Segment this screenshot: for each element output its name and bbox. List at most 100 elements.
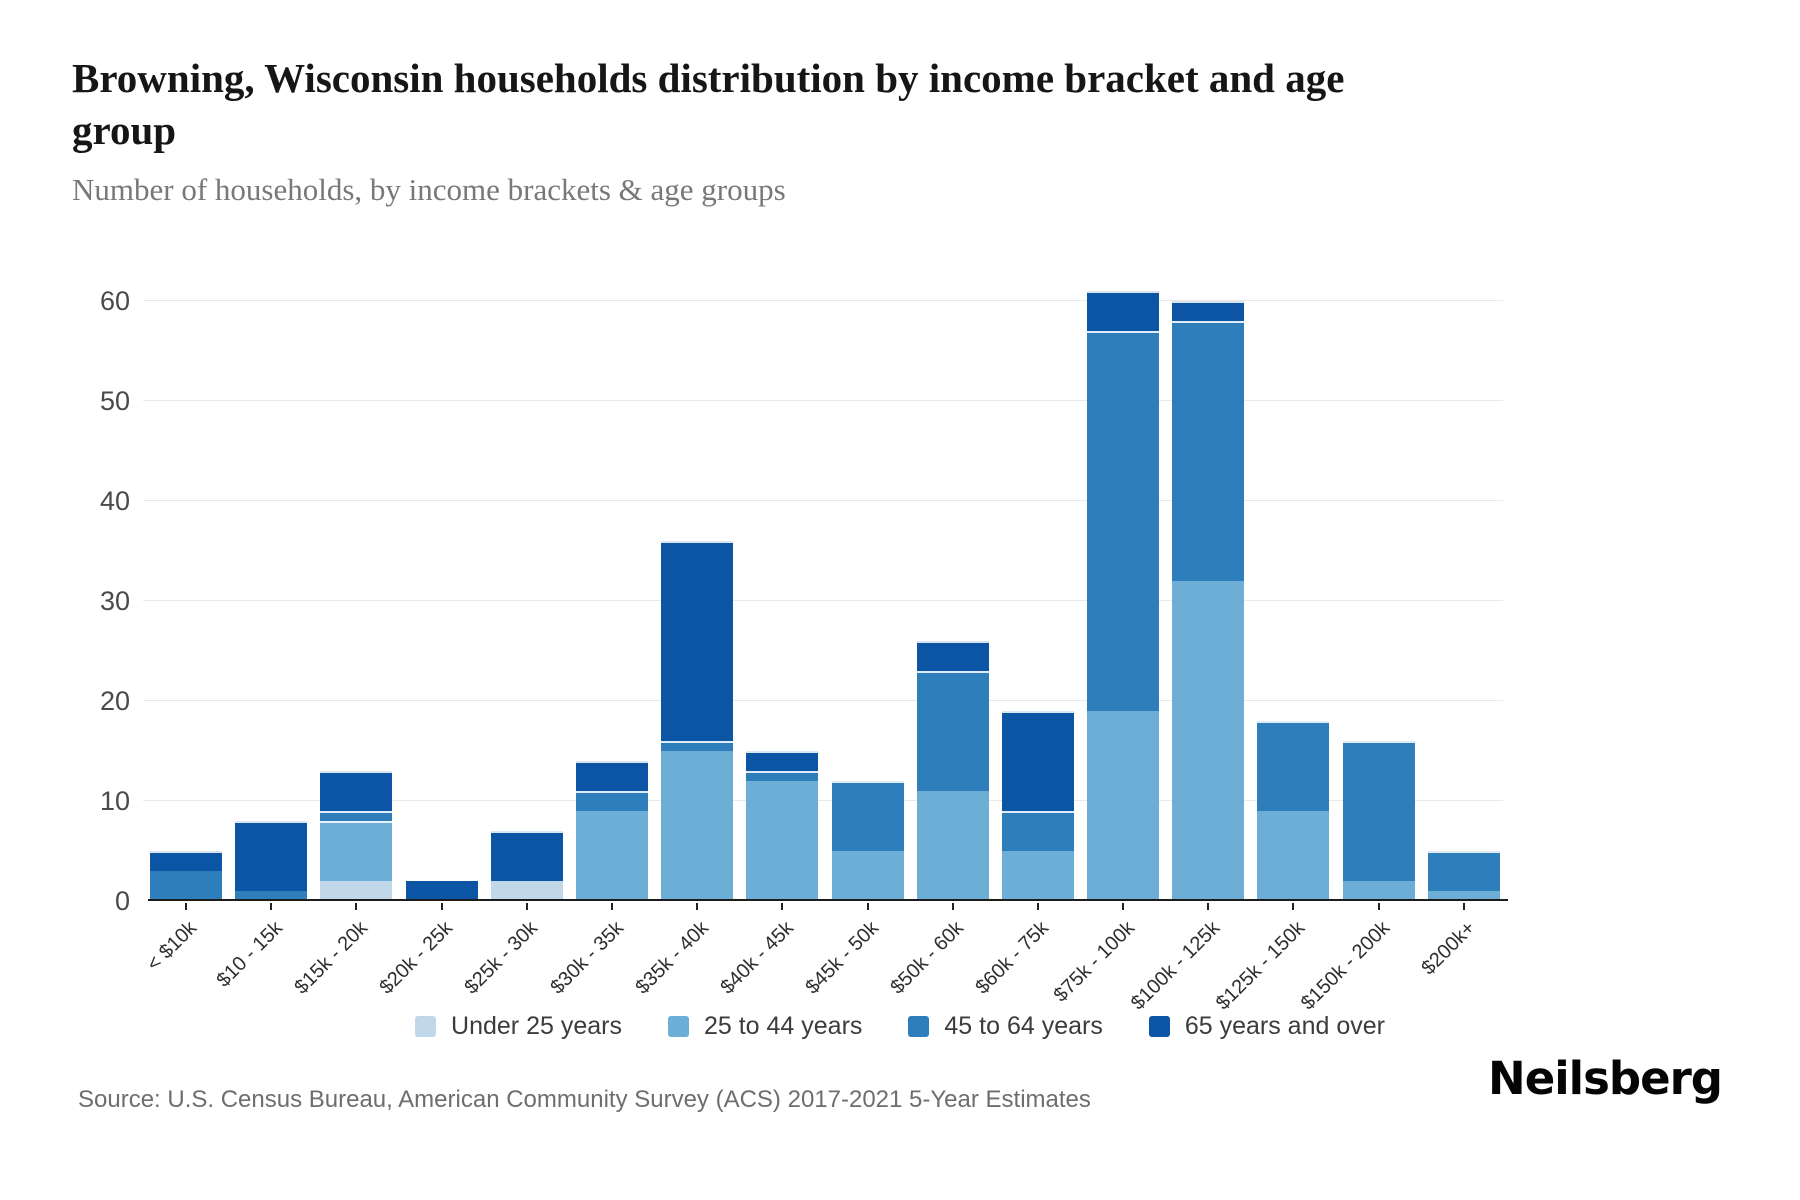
bar-segment [1001,711,1074,811]
bar-segment [746,781,819,901]
x-tick-label: $25k - 30k [460,917,543,999]
bar-segment [1342,741,1415,881]
bar-stack [235,821,308,901]
bar-segment [1427,891,1500,901]
x-tick-label: $200k+ [1417,917,1480,980]
bar-stack [1427,851,1500,901]
x-tick [1036,903,1039,910]
x-tick [951,903,954,910]
x-axis-line [148,899,1508,901]
bar-segment [746,771,819,781]
bar-< $10k: < $10k [143,851,222,975]
bar-segment [235,821,308,891]
bars-row: < $10k $10 - 15k $15k - 20k $20k - 25k $25k … [143,251,1500,1014]
y-tick-label: 40 [99,486,130,516]
legend-swatch-icon [415,1016,437,1037]
bar-stack [1257,721,1330,901]
bar-segment [575,811,648,901]
bar-segment [150,851,222,871]
bar-$50k - 60k: $50k - 60k [887,641,989,999]
x-tick [185,903,187,910]
bar-stack [831,781,904,901]
bar-segment [661,541,734,741]
x-tick-label: $60k - 75k [971,917,1054,999]
x-tick [866,903,869,910]
bar-stack [575,761,648,901]
plot-area: < $10k $10 - 15k $15k - 20k $20k - 25k $25k … [143,251,1503,1014]
x-tick-label: $75k - 100k [1049,917,1139,1007]
bar-segment [575,791,648,811]
x-tick [525,903,528,910]
y-gridline [143,800,1503,801]
bar-segment [1001,851,1074,901]
page-title: Browning, Wisconsin households distribut… [72,55,1345,154]
legend-label: 25 to 44 years [703,1012,863,1040]
bar-segment [1427,851,1500,891]
y-gridline [143,400,1503,401]
x-tick [1377,903,1380,910]
bar-segment [235,891,308,901]
x-tick [610,903,613,910]
x-tick-label: $40k - 45k [716,917,798,999]
bar-stack [916,641,989,901]
bar-segment [1001,811,1074,851]
bar-stack [320,771,393,901]
bar-segment [320,771,393,811]
x-tick-label: $100k - 125k [1126,917,1224,1015]
y-tick-label: 0 [114,886,130,916]
bar-segment [490,831,563,881]
bar-$35k - 40k: $35k - 40k [631,541,734,999]
bar-stack [1342,741,1415,901]
y-gridline [143,500,1503,501]
x-tick [270,903,273,910]
bar-stack [1001,711,1074,901]
y-gridline [143,600,1503,601]
bar-segment [661,741,734,751]
x-tick-label: $10 - 15k [212,917,287,992]
x-tick [1122,903,1125,910]
bar-segment [320,811,393,821]
x-tick-label: $125k - 150k [1211,917,1309,1015]
legend-swatch-icon [667,1016,689,1037]
x-tick [440,903,443,910]
bar-stack [405,881,478,901]
bar-segment [1257,811,1330,901]
bar-$75k - 100k: $75k - 100k [1049,291,1160,1006]
bar-stack [661,541,734,901]
legend-item: 65 years and over [1148,1012,1385,1041]
legend-swatch-icon [1148,1016,1170,1037]
x-tick-label: $50k - 60k [886,917,969,999]
x-tick-label: < $10k [143,917,202,976]
x-tick [696,903,699,910]
bar-$150k - 200k: $150k - 200k [1297,741,1415,1014]
legend-item: 45 to 64 years [908,1012,1103,1041]
x-tick-label: $30k - 35k [545,917,628,999]
legend-swatch-icon [908,1016,930,1037]
bar-stack [490,831,563,901]
bar-segment [916,671,989,791]
legend-label: 45 to 64 years [944,1012,1103,1040]
page-subtitle: Number of households, by income brackets… [72,172,786,207]
bar-segment [831,851,904,901]
bar-$20k - 25k: $20k - 25k [376,881,478,999]
bar-stack [150,851,222,901]
y-gridline [143,700,1503,701]
y-gridline [143,300,1503,301]
x-tick [1207,903,1210,910]
y-tick-label: 20 [99,686,130,716]
bar-$200k+: $200k+ [1417,851,1500,979]
bar-segment [150,871,222,901]
x-tick-label: $15k - 20k [290,917,372,999]
bar-segment [405,881,478,901]
y-tick-label: 60 [99,286,130,316]
legend: Under 25 years 25 to 44 years 45 to 64 yea… [0,1012,1800,1041]
x-tick [355,903,358,910]
x-tick [1292,903,1295,910]
y-tick-label: 50 [99,386,130,416]
bar-$100k - 125k: $100k - 125k [1126,301,1245,1014]
legend-item: 25 to 44 years [667,1012,863,1041]
bar-segment [746,751,819,771]
bar-segment [916,791,989,901]
bar-segment [1087,291,1160,331]
bar-segment [575,761,648,791]
